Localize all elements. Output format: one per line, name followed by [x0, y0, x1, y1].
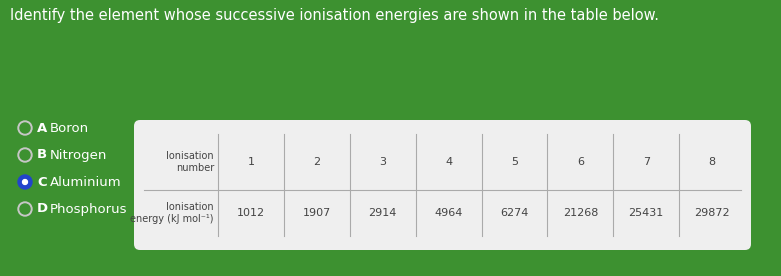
Text: 21268: 21268: [562, 208, 598, 218]
Text: Identify the element whose successive ionisation energies are shown in the table: Identify the element whose successive io…: [10, 8, 659, 23]
Text: 8: 8: [708, 157, 715, 167]
Text: Phosphorus: Phosphorus: [50, 203, 127, 216]
Text: Boron: Boron: [50, 121, 89, 134]
Circle shape: [20, 204, 30, 214]
Text: 5: 5: [511, 157, 518, 167]
Text: B: B: [37, 148, 47, 161]
Text: Ionisation
number: Ionisation number: [166, 151, 214, 173]
Circle shape: [20, 150, 30, 160]
Text: 25431: 25431: [629, 208, 664, 218]
Text: D: D: [37, 203, 48, 216]
Circle shape: [20, 123, 30, 133]
Text: 1907: 1907: [303, 208, 331, 218]
Text: C: C: [37, 176, 47, 189]
Text: 6: 6: [577, 157, 584, 167]
Text: Aluminium: Aluminium: [50, 176, 122, 189]
Text: 29872: 29872: [694, 208, 730, 218]
Text: A: A: [37, 121, 47, 134]
Text: 3: 3: [380, 157, 386, 167]
Circle shape: [18, 148, 32, 162]
Text: 6274: 6274: [501, 208, 529, 218]
Text: Ionisation
energy (kJ mol⁻¹): Ionisation energy (kJ mol⁻¹): [130, 202, 214, 224]
Text: 4964: 4964: [434, 208, 463, 218]
Text: 4: 4: [445, 157, 452, 167]
Text: 7: 7: [643, 157, 650, 167]
Text: 1012: 1012: [237, 208, 265, 218]
Text: 1: 1: [248, 157, 255, 167]
Circle shape: [18, 202, 32, 216]
Text: 2914: 2914: [369, 208, 397, 218]
Circle shape: [18, 175, 32, 189]
FancyBboxPatch shape: [134, 120, 751, 250]
Text: Nitrogen: Nitrogen: [50, 148, 107, 161]
Circle shape: [18, 121, 32, 135]
Circle shape: [23, 180, 27, 184]
Text: 2: 2: [313, 157, 320, 167]
